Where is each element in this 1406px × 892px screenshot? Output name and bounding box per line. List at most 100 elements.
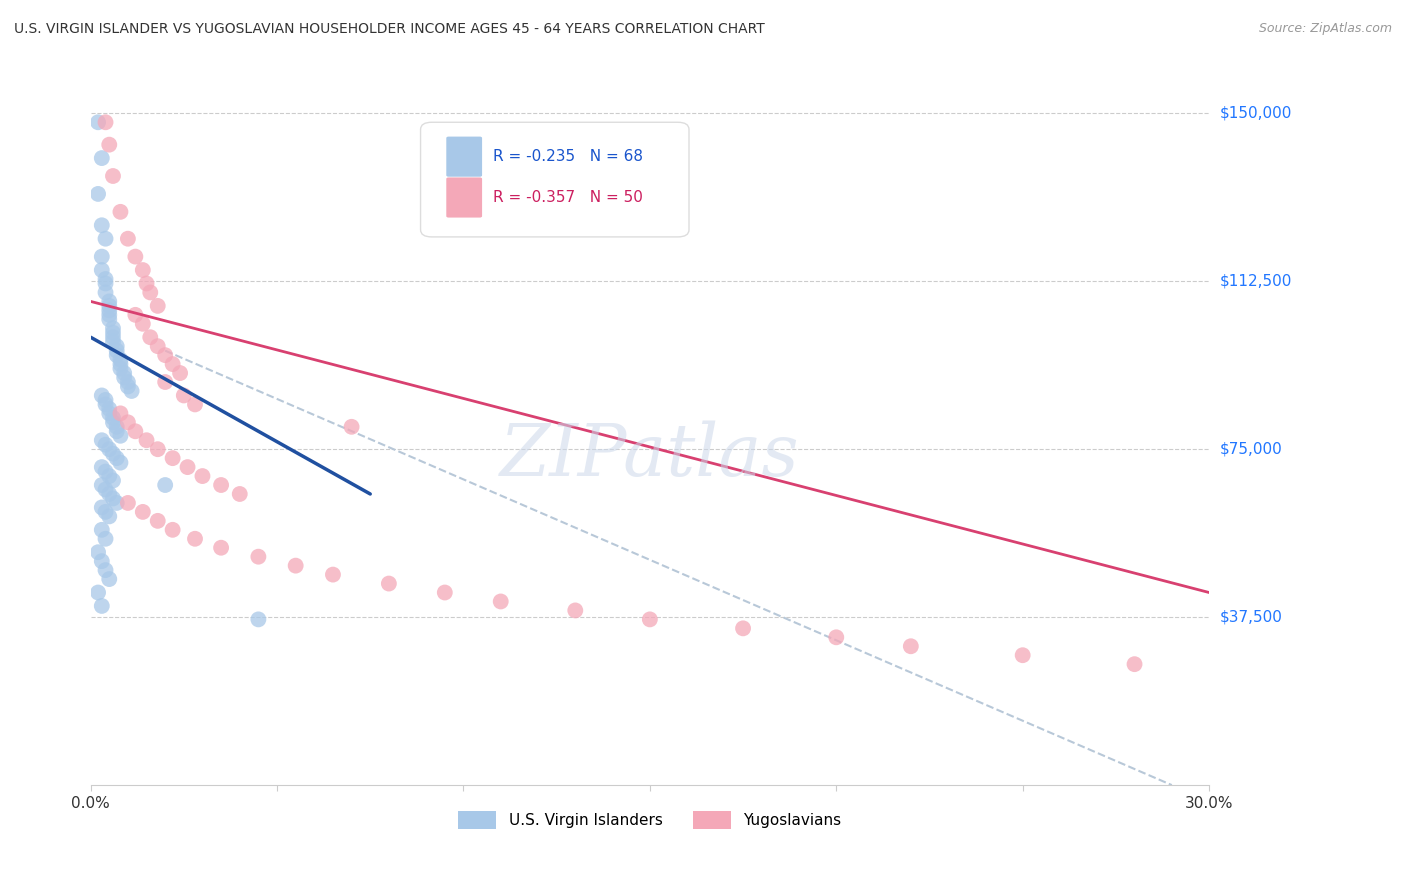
Point: [101, 491, 124, 506]
Point: [110, 456, 132, 470]
Point: [1123, 657, 1146, 672]
Point: [94, 115, 117, 129]
Text: R = -0.357   N = 50: R = -0.357 N = 50: [494, 190, 643, 205]
Point: [139, 285, 162, 300]
Point: [98, 487, 121, 501]
Point: [229, 487, 252, 501]
Point: [94, 532, 117, 546]
Point: [90, 263, 112, 277]
Point: [90, 478, 112, 492]
Point: [90, 151, 112, 165]
FancyBboxPatch shape: [446, 178, 482, 218]
Text: $37,500: $37,500: [1220, 609, 1284, 624]
Point: [900, 640, 922, 654]
Point: [110, 204, 132, 219]
Point: [105, 419, 128, 434]
Point: [117, 375, 139, 389]
Text: $150,000: $150,000: [1220, 106, 1292, 120]
Point: [731, 621, 754, 635]
Point: [176, 460, 198, 475]
Point: [98, 509, 121, 524]
Point: [162, 451, 184, 466]
Point: [105, 425, 128, 439]
Point: [110, 352, 132, 367]
Point: [87, 545, 110, 559]
Point: [101, 169, 124, 183]
Point: [90, 434, 112, 448]
Point: [90, 460, 112, 475]
Point: [340, 419, 363, 434]
Point: [112, 370, 135, 384]
Point: [121, 384, 143, 398]
Point: [564, 603, 586, 617]
Point: [90, 523, 112, 537]
Legend: U.S. Virgin Islanders, Yugoslavians: U.S. Virgin Islanders, Yugoslavians: [453, 805, 848, 835]
Point: [146, 442, 169, 457]
Point: [94, 505, 117, 519]
Point: [98, 469, 121, 483]
Point: [101, 447, 124, 461]
Point: [90, 250, 112, 264]
Point: [94, 277, 117, 291]
Point: [146, 514, 169, 528]
Point: [173, 388, 195, 402]
Point: [98, 294, 121, 309]
Point: [191, 469, 214, 483]
Point: [98, 308, 121, 322]
Point: [132, 317, 155, 331]
Point: [101, 474, 124, 488]
Point: [209, 541, 232, 555]
Point: [146, 339, 169, 353]
Point: [94, 272, 117, 286]
FancyBboxPatch shape: [420, 122, 689, 237]
Point: [94, 438, 117, 452]
Point: [489, 594, 512, 608]
Point: [90, 554, 112, 568]
Point: [105, 451, 128, 466]
Point: [117, 415, 139, 429]
Point: [209, 478, 232, 492]
Point: [135, 434, 157, 448]
Point: [247, 612, 270, 626]
Point: [101, 410, 124, 425]
Point: [184, 397, 207, 411]
Point: [94, 232, 117, 246]
Point: [101, 330, 124, 344]
Point: [98, 442, 121, 457]
Point: [169, 366, 191, 380]
Point: [90, 599, 112, 613]
Point: [184, 532, 207, 546]
Point: [132, 505, 155, 519]
Point: [94, 397, 117, 411]
Point: [90, 500, 112, 515]
Point: [87, 115, 110, 129]
Point: [90, 219, 112, 233]
Point: [433, 585, 456, 599]
Point: [90, 388, 112, 402]
Text: $112,500: $112,500: [1220, 274, 1292, 289]
Text: R = -0.235   N = 68: R = -0.235 N = 68: [494, 149, 644, 164]
Point: [1011, 648, 1033, 663]
Point: [146, 299, 169, 313]
Point: [247, 549, 270, 564]
FancyBboxPatch shape: [446, 136, 482, 177]
Point: [101, 334, 124, 349]
Text: U.S. VIRGIN ISLANDER VS YUGOSLAVIAN HOUSEHOLDER INCOME AGES 45 - 64 YEARS CORREL: U.S. VIRGIN ISLANDER VS YUGOSLAVIAN HOUS…: [14, 22, 765, 37]
Text: ZIPatlas: ZIPatlas: [501, 420, 800, 491]
Point: [98, 137, 121, 152]
Point: [284, 558, 307, 573]
Point: [110, 361, 132, 376]
Point: [87, 585, 110, 599]
Point: [105, 348, 128, 362]
Point: [94, 483, 117, 497]
Point: [98, 299, 121, 313]
Point: [117, 379, 139, 393]
Point: [378, 576, 401, 591]
Point: [101, 415, 124, 429]
Point: [94, 563, 117, 577]
Point: [94, 392, 117, 407]
Text: Source: ZipAtlas.com: Source: ZipAtlas.com: [1258, 22, 1392, 36]
Point: [322, 567, 344, 582]
Point: [110, 357, 132, 371]
Point: [153, 478, 176, 492]
